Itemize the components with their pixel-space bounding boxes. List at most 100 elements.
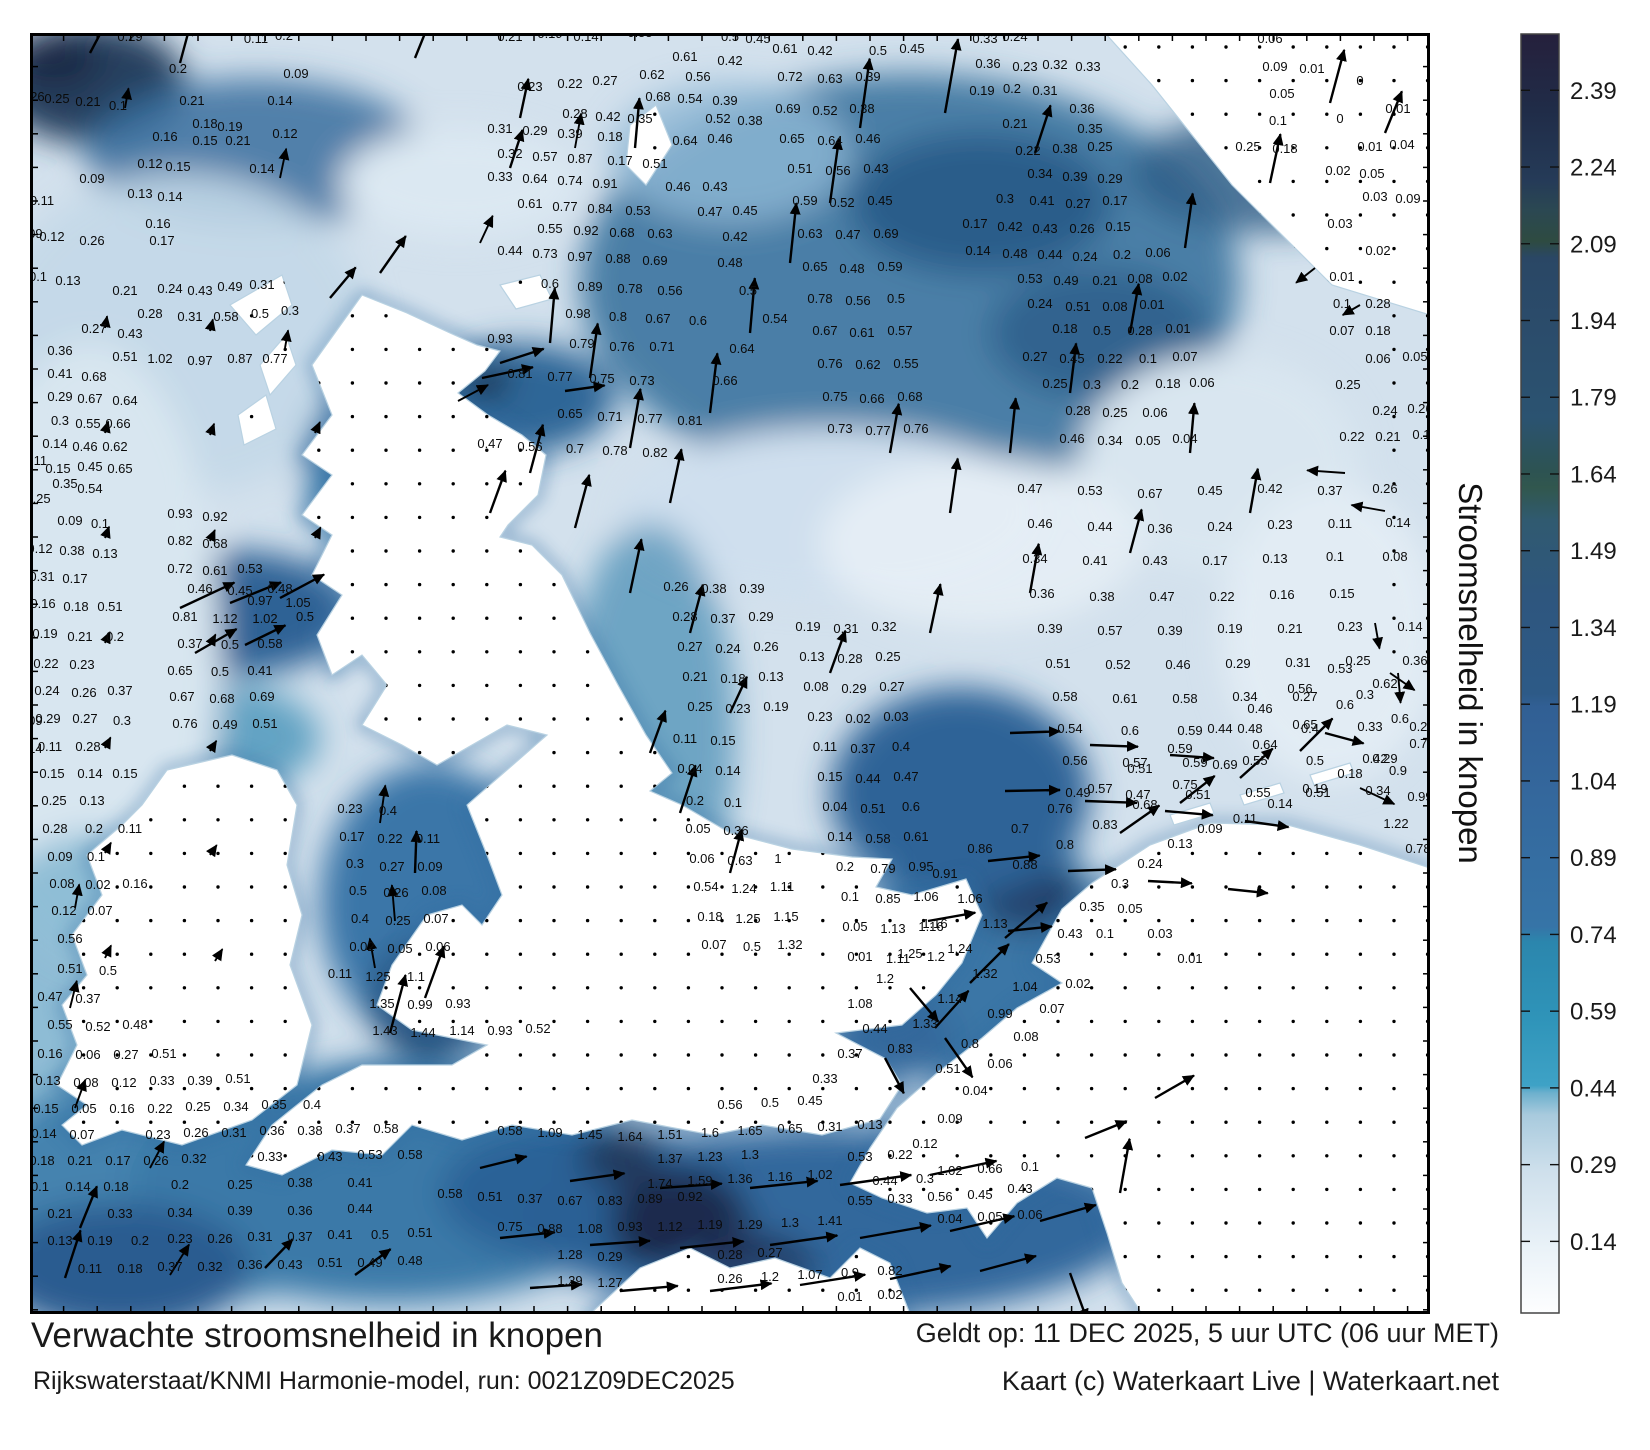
svg-text:0.44: 0.44 [1087,519,1112,534]
svg-text:0.14: 0.14 [1267,796,1292,811]
svg-text:0.48: 0.48 [839,261,864,276]
svg-text:0.57: 0.57 [532,149,557,164]
svg-text:0.28: 0.28 [837,651,862,666]
svg-text:0.39: 0.39 [187,1073,212,1088]
svg-text:0.63: 0.63 [817,71,842,86]
svg-text:0.02: 0.02 [85,877,110,892]
svg-text:0.51: 0.51 [317,1255,342,1270]
svg-text:1.44: 1.44 [410,1025,435,1040]
svg-text:0.68: 0.68 [202,536,227,551]
svg-text:0.36: 0.36 [287,1203,312,1218]
svg-text:0.33: 0.33 [149,1073,174,1088]
svg-text:0.46: 0.46 [1247,701,1272,716]
svg-text:0.38: 0.38 [737,113,762,128]
svg-text:0.55: 0.55 [75,416,100,431]
svg-text:0.63: 0.63 [797,226,822,241]
svg-text:0.06: 0.06 [1017,1207,1042,1222]
map-title: Verwachte stroomsnelheid in knopen [31,1316,604,1355]
svg-text:0.19: 0.19 [763,699,788,714]
svg-text:0.32: 0.32 [871,619,896,634]
svg-text:0.1: 0.1 [1269,113,1287,128]
svg-text:1.32: 1.32 [972,966,997,981]
svg-text:0.37: 0.37 [75,991,100,1006]
svg-text:0.12: 0.12 [912,1136,937,1151]
svg-text:0.18: 0.18 [30,1153,55,1168]
svg-text:0.51: 0.51 [1065,299,1090,314]
svg-text:0.15: 0.15 [33,1101,58,1116]
svg-text:0.26: 0.26 [1372,481,1397,496]
svg-text:0.43: 0.43 [1032,221,1057,236]
svg-text:0.16: 0.16 [152,129,177,144]
svg-text:1.36: 1.36 [727,1171,752,1186]
svg-text:0.81: 0.81 [172,609,197,624]
svg-text:0.25: 0.25 [875,649,900,664]
svg-text:0.83: 0.83 [887,1041,912,1056]
svg-text:0.75: 0.75 [1172,777,1197,792]
svg-text:0.19: 0.19 [87,1233,112,1248]
svg-text:0.13: 0.13 [799,649,824,664]
svg-text:0.2: 0.2 [686,793,704,808]
svg-text:0.09: 0.09 [30,713,43,728]
svg-text:0.56: 0.56 [927,1189,952,1204]
svg-text:1.08: 1.08 [577,1221,602,1236]
svg-text:1.2: 1.2 [876,971,894,986]
svg-text:1.41: 1.41 [817,1213,842,1228]
svg-text:0.22: 0.22 [147,1101,172,1116]
svg-text:0.56: 0.56 [825,163,850,178]
svg-text:0.51: 0.51 [407,1225,432,1240]
svg-text:0.18: 0.18 [1412,427,1430,442]
svg-text:0.62: 0.62 [1372,676,1397,691]
svg-text:0.16: 0.16 [37,1046,62,1061]
svg-text:0.38: 0.38 [1052,141,1077,156]
svg-text:0.92: 0.92 [677,1189,702,1204]
svg-text:0.34: 0.34 [1365,783,1390,798]
svg-text:0.58: 0.58 [213,309,238,324]
svg-text:0.27: 0.27 [1022,349,1047,364]
svg-text:0.06: 0.06 [75,1047,100,1062]
svg-text:0.21: 0.21 [47,1206,72,1221]
svg-text:0.68: 0.68 [81,369,106,384]
svg-text:0.61: 0.61 [772,41,797,56]
svg-text:0.12: 0.12 [51,903,76,918]
svg-text:0.27: 0.27 [1065,196,1090,211]
svg-text:1.11: 1.11 [770,879,794,894]
svg-text:0.09: 0.09 [283,66,308,81]
svg-text:1.34: 1.34 [1570,615,1617,642]
svg-text:0.5: 0.5 [371,1227,389,1242]
svg-text:0.22: 0.22 [1015,143,1040,158]
svg-text:0.14: 0.14 [42,436,67,451]
svg-text:0.44: 0.44 [1570,1075,1617,1102]
svg-text:0.5: 0.5 [761,1095,779,1110]
svg-text:0.47: 0.47 [1149,589,1174,604]
svg-text:0.49: 0.49 [357,1255,382,1270]
svg-text:0.65: 0.65 [777,1121,802,1136]
svg-text:0.55: 0.55 [537,221,562,236]
svg-text:0.27: 0.27 [879,679,904,694]
svg-text:0.38: 0.38 [1089,589,1114,604]
svg-text:0.6: 0.6 [1121,723,1139,738]
svg-text:0.1: 0.1 [31,1179,49,1194]
svg-text:0.11: 0.11 [673,731,697,746]
svg-text:0.29: 0.29 [35,711,60,726]
svg-text:0.09: 0.09 [1395,191,1420,206]
svg-text:0.51: 0.51 [1185,787,1210,802]
svg-text:0.41: 0.41 [347,1175,372,1190]
svg-text:0.15: 0.15 [1105,219,1130,234]
svg-text:0.37: 0.37 [157,1259,182,1274]
svg-text:2.09: 2.09 [1570,231,1617,258]
svg-text:0.58: 0.58 [497,1123,522,1138]
svg-text:0.01: 0.01 [1357,139,1382,154]
svg-text:0.18: 0.18 [63,599,88,614]
svg-text:0.93: 0.93 [167,506,192,521]
svg-text:1.02: 1.02 [807,1167,832,1182]
credit-text: Kaart (c) Waterkaart Live | Waterkaart.n… [1001,1366,1499,1396]
svg-text:0.15: 0.15 [112,766,137,781]
svg-text:0.48: 0.48 [267,581,292,596]
svg-text:0.11: 0.11 [813,739,837,754]
svg-text:0.39: 0.39 [739,581,764,596]
svg-text:0.73: 0.73 [827,421,852,436]
svg-text:0.33: 0.33 [812,1071,837,1086]
svg-text:0.51: 0.51 [252,716,277,731]
svg-text:0.87: 0.87 [567,151,592,166]
svg-text:0.11: 0.11 [1328,516,1352,531]
